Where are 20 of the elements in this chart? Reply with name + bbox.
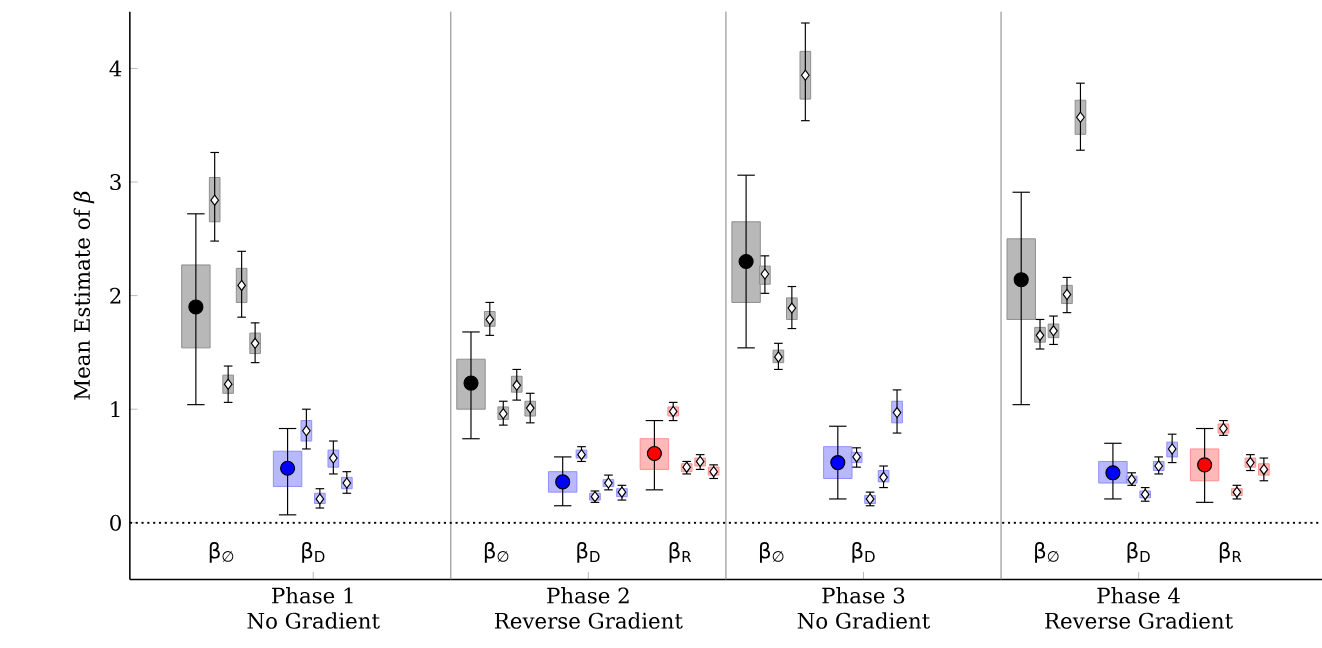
- x-tick-label: β$_{D}$: [1127, 541, 1150, 563]
- x-tick-label: β$_{∅}$: [1035, 541, 1059, 563]
- x-tick-label: β$_{D}$: [852, 541, 875, 563]
- y-tick-label: 2: [110, 287, 121, 304]
- x-tick-label: β$_{D}$: [302, 541, 325, 563]
- x-tick-label: β$_{∅}$: [760, 541, 784, 563]
- text: Phase 4 Reverse Gradient: [1045, 586, 1234, 629]
- x-tick-label: β$_{D}$: [577, 541, 600, 563]
- y-axis-title: Mean Estimate of β: [73, 191, 95, 400]
- y-tick-label: 1: [111, 401, 120, 417]
- text: Phase 3 No Gradient: [797, 586, 931, 629]
- text: Phase 2 Reverse Gradient: [494, 586, 683, 629]
- text: Phase 1 No Gradient: [247, 586, 380, 629]
- x-tick-label: β$_{∅}$: [484, 541, 509, 563]
- y-tick-label: 4: [109, 60, 122, 77]
- y-tick-label: 3: [110, 173, 121, 190]
- x-tick-label: β$_{R}$: [669, 541, 692, 563]
- x-tick-label: β$_{∅}$: [209, 541, 234, 563]
- x-tick-label: β$_{R}$: [1219, 541, 1242, 563]
- y-tick-label: 0: [110, 514, 121, 531]
